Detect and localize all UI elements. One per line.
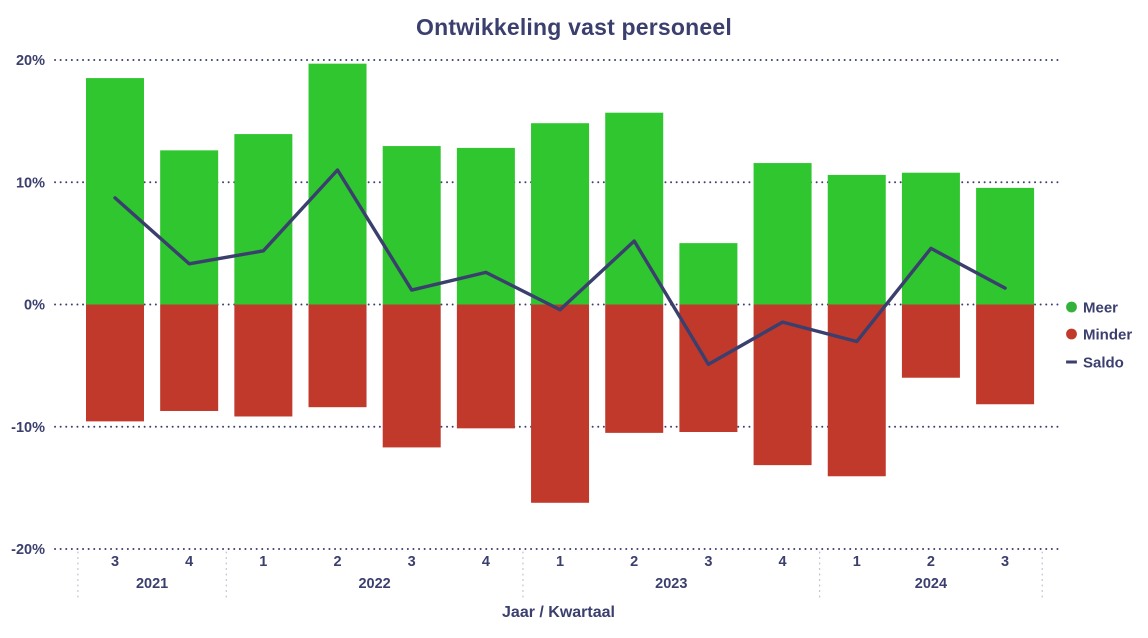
svg-text:3: 3 <box>1001 554 1009 570</box>
svg-text:3: 3 <box>111 554 119 570</box>
svg-text:Saldo: Saldo <box>1083 355 1124 372</box>
svg-text:4: 4 <box>482 554 490 570</box>
svg-text:20%: 20% <box>16 53 45 69</box>
svg-text:4: 4 <box>185 554 193 570</box>
svg-text:1: 1 <box>853 554 861 570</box>
svg-text:2021: 2021 <box>136 576 168 592</box>
svg-text:2: 2 <box>333 554 341 570</box>
svg-text:4: 4 <box>779 554 787 570</box>
svg-text:1: 1 <box>259 554 267 570</box>
svg-text:1: 1 <box>556 554 564 570</box>
svg-text:Jaar / Kwartaal: Jaar / Kwartaal <box>502 604 615 621</box>
svg-text:10%: 10% <box>16 175 45 191</box>
svg-text:-20%: -20% <box>11 542 45 558</box>
svg-text:0%: 0% <box>24 298 45 314</box>
svg-text:-10%: -10% <box>11 420 45 436</box>
svg-text:Meer: Meer <box>1083 300 1118 317</box>
svg-text:3: 3 <box>704 554 712 570</box>
svg-text:2022: 2022 <box>358 576 390 592</box>
svg-text:2: 2 <box>630 554 638 570</box>
svg-text:2023: 2023 <box>655 576 687 592</box>
svg-text:Minder: Minder <box>1083 327 1132 344</box>
svg-text:3: 3 <box>408 554 416 570</box>
svg-text:2024: 2024 <box>915 576 947 592</box>
svg-text:2: 2 <box>927 554 935 570</box>
